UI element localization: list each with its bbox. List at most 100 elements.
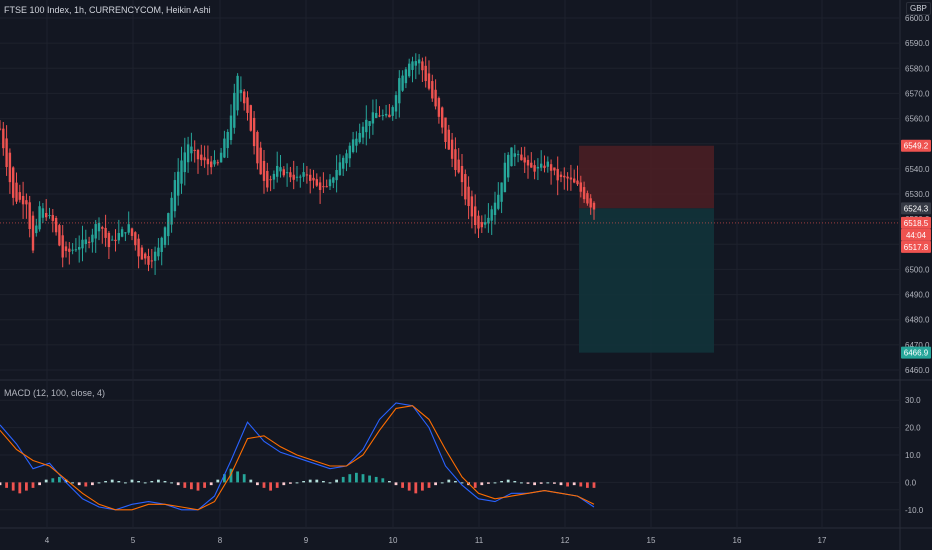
candle-body: [361, 126, 365, 138]
candle-body: [216, 162, 219, 164]
candle-body: [477, 215, 480, 229]
macd-histogram-bar: [374, 476, 378, 483]
candle-body: [78, 247, 81, 250]
take-profit-zone: [579, 208, 714, 353]
macd-histogram-bar: [335, 479, 338, 483]
candle-body: [586, 193, 589, 204]
candle-body: [328, 179, 332, 187]
candle-body: [150, 260, 153, 262]
macd-histogram-bar: [124, 482, 127, 484]
price-tick-label: 6480.0: [905, 316, 930, 325]
macd-histogram-bar: [64, 479, 68, 483]
candle-body: [252, 117, 256, 147]
candle-body: [431, 81, 434, 99]
macd-histogram-bar: [203, 482, 206, 488]
macd-histogram-bar: [110, 479, 114, 483]
candlestick-series: [0, 53, 900, 275]
candle-body: [533, 165, 536, 172]
time-tick-label: 9: [304, 536, 309, 545]
countdown-label: 44:04: [906, 231, 927, 240]
candle-body: [87, 241, 91, 243]
price-tag-label: 6524.3: [904, 204, 929, 213]
candle-body: [272, 173, 276, 180]
candle-body: [137, 238, 140, 257]
macd-histogram-bar: [520, 482, 523, 484]
candle-body: [282, 169, 285, 176]
candle-body: [243, 91, 246, 104]
stop-loss-zone: [579, 145, 714, 209]
candle-body: [38, 206, 41, 230]
candle-body: [25, 200, 28, 205]
macd-histogram-bar: [11, 482, 15, 491]
macd-histogram-bar: [117, 481, 121, 483]
price-axis[interactable]: 6460.06470.06480.06490.06500.06510.06520…: [905, 14, 930, 515]
candle-body: [325, 186, 328, 188]
candle-body: [259, 147, 262, 175]
macd-histogram-bar: [196, 482, 200, 491]
candle-body: [31, 215, 35, 251]
candle-body: [401, 75, 404, 91]
macd-pane: [0, 402, 596, 511]
macd-histogram-bar: [295, 482, 299, 484]
candle-body: [566, 176, 569, 179]
candle-body: [219, 152, 223, 163]
macd-histogram-bar: [163, 481, 167, 483]
price-tag: [901, 139, 931, 152]
candle-body: [338, 162, 342, 176]
macd-tick-label: 20.0: [905, 424, 921, 433]
price-tag-label: 6466.9: [904, 349, 929, 358]
candle-body: [427, 73, 431, 89]
candle-body: [144, 253, 147, 259]
macd-histogram-bar: [566, 482, 569, 487]
candle-body: [107, 232, 111, 248]
candle-body: [81, 239, 84, 249]
candle-body: [285, 172, 289, 174]
macd-histogram-bar: [533, 482, 536, 486]
candle-body: [2, 128, 5, 149]
candle-body: [12, 167, 15, 198]
candle-body: [345, 153, 348, 164]
macd-histogram-bar: [394, 482, 398, 486]
macd-histogram-bar: [388, 481, 391, 483]
price-tick-label: 6460.0: [905, 366, 930, 375]
macd-histogram-bar: [97, 482, 101, 484]
position-tool[interactable]: [579, 145, 714, 353]
time-axis[interactable]: 4 5 8 9 10 11 12 15 16 17: [45, 536, 827, 545]
macd-histogram-bar: [579, 482, 583, 487]
candle-body: [483, 222, 487, 225]
candle-body: [167, 213, 170, 237]
candle-body: [417, 59, 421, 64]
candle-body: [493, 202, 497, 215]
candle-body: [523, 157, 526, 163]
candle-body: [391, 107, 394, 116]
candle-body: [556, 168, 559, 181]
candle-body: [15, 182, 18, 202]
macd-histogram-bar: [361, 474, 365, 483]
time-tick-label: 15: [647, 536, 656, 545]
candle-body: [546, 161, 549, 167]
macd-histogram-bar: [328, 482, 332, 484]
macd-histogram-bar: [559, 482, 563, 486]
macd-histogram-bar: [592, 482, 596, 488]
candle-body: [309, 174, 312, 181]
currency-badge[interactable]: GBP: [906, 2, 931, 15]
macd-histogram-bar: [487, 482, 490, 484]
macd-tick-label: -10.0: [905, 506, 924, 515]
candle-body: [190, 146, 193, 154]
candle-body: [404, 69, 408, 84]
candle-body: [457, 159, 460, 173]
candle-body: [394, 95, 398, 112]
candle-body: [84, 239, 87, 245]
candle-body: [262, 160, 266, 181]
macd-histogram-bar: [407, 482, 411, 491]
candle-body: [0, 128, 2, 130]
candle-body: [21, 195, 25, 205]
candle-body: [444, 117, 447, 142]
candle-body: [193, 149, 196, 151]
time-tick-label: 12: [561, 536, 570, 545]
candle-body: [497, 194, 500, 209]
macd-histogram-bar: [506, 479, 510, 483]
candle-body: [371, 112, 375, 124]
candle-body: [520, 154, 523, 161]
